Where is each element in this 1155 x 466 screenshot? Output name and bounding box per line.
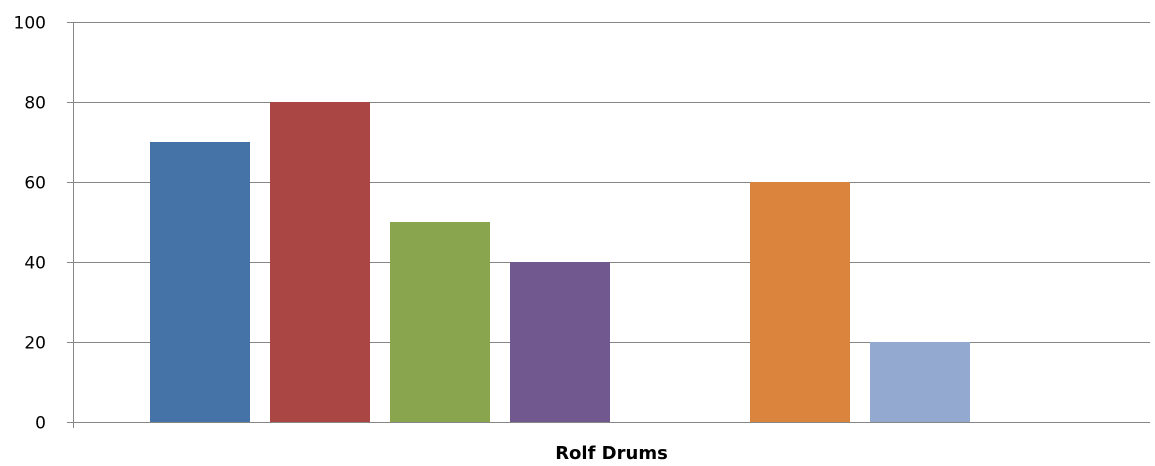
bar <box>270 102 370 422</box>
labels: 0 20 40 60 80 100 Rolf Drums <box>14 14 668 465</box>
y-tick-label: 40 <box>24 254 46 274</box>
bars <box>150 102 970 422</box>
y-tick-label: 20 <box>24 334 46 354</box>
bar <box>150 142 250 422</box>
y-tick-label: 80 <box>24 94 46 114</box>
axes <box>67 22 1150 428</box>
y-tick-label: 100 <box>14 14 46 34</box>
bar <box>510 262 610 422</box>
bar <box>390 222 490 422</box>
x-category-label: Rolf Drums <box>555 443 668 464</box>
bar <box>870 342 970 422</box>
y-tick-label: 60 <box>24 174 46 194</box>
gridlines <box>73 22 1150 343</box>
y-tick-label: 0 <box>35 414 46 434</box>
bar <box>750 182 850 422</box>
